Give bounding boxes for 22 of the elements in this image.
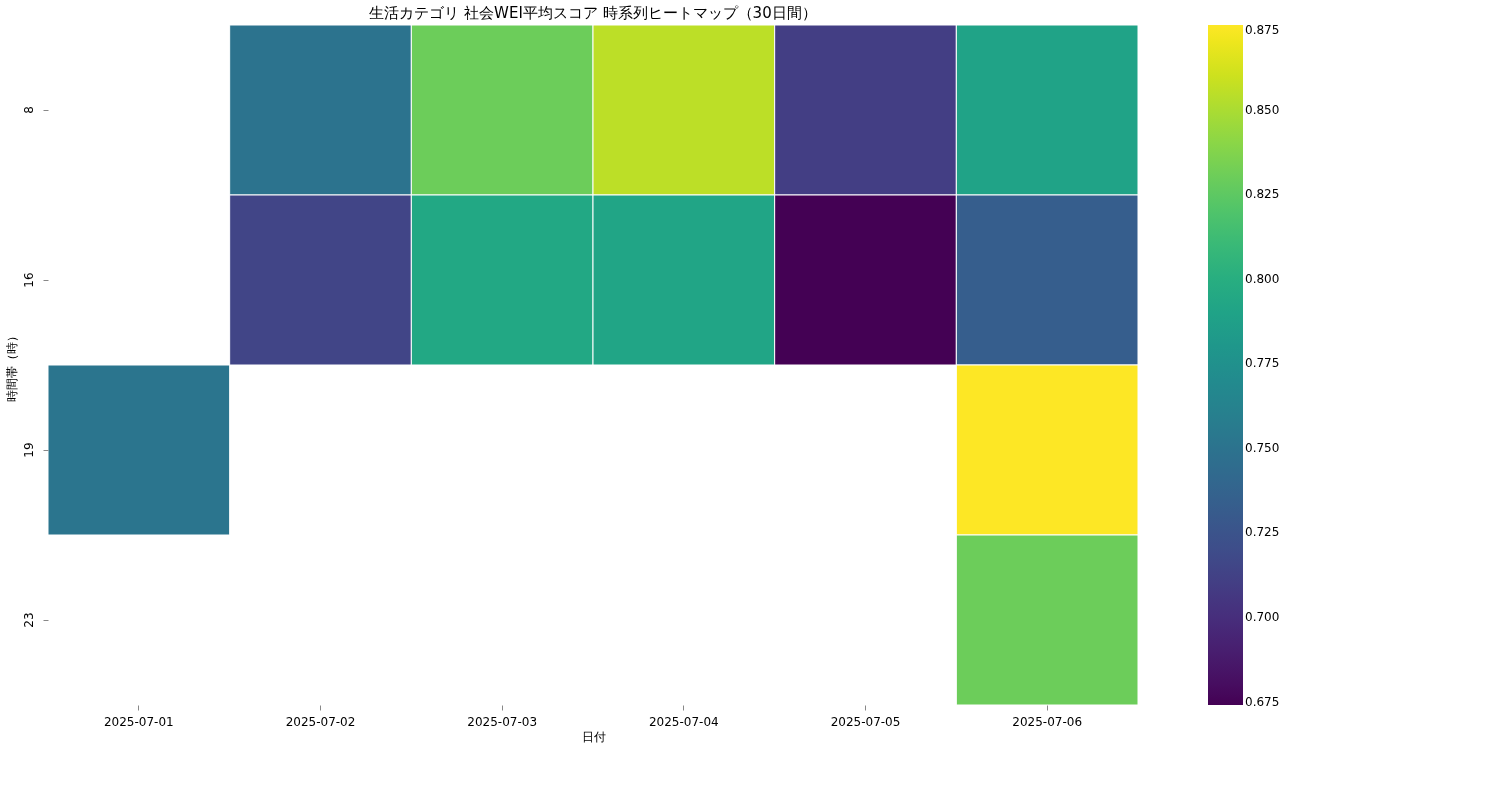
chart-title: 生活カテゴリ 社会WEI平均スコア 時系列ヒートマップ（30日間） bbox=[369, 3, 817, 22]
x-tick-label: 2025-07-05 bbox=[830, 714, 901, 729]
x-tick-label: 2025-07-06 bbox=[1012, 714, 1083, 729]
x-tick-label: 2025-07-02 bbox=[285, 714, 356, 729]
color-bar-label: 0.675 bbox=[1245, 694, 1280, 709]
y-tick-label: 16 bbox=[21, 272, 36, 288]
color-bar-label: 0.850 bbox=[1245, 102, 1280, 117]
color-bar-label: 0.750 bbox=[1245, 440, 1280, 455]
y-tick-label: 8 bbox=[21, 106, 36, 114]
x-axis-title: 日付 bbox=[581, 729, 606, 744]
x-tick-label: 2025-07-01 bbox=[103, 714, 174, 729]
color-bar-label: 0.825 bbox=[1245, 187, 1280, 202]
y-axis-title: 時間帯（時） bbox=[4, 329, 19, 402]
color-bar-label: 0.725 bbox=[1245, 525, 1280, 540]
color-bar-label: 0.875 bbox=[1245, 23, 1280, 37]
x-tick-label: 2025-07-04 bbox=[648, 714, 719, 729]
color-bar-label: 0.800 bbox=[1245, 271, 1280, 286]
color-bar-label: 0.700 bbox=[1245, 610, 1280, 625]
y-tick-label: 23 bbox=[21, 612, 36, 628]
color-bar-label: 0.775 bbox=[1245, 356, 1280, 371]
x-tick-label: 2025-07-03 bbox=[467, 714, 538, 729]
y-tick-label: 19 bbox=[21, 442, 36, 458]
